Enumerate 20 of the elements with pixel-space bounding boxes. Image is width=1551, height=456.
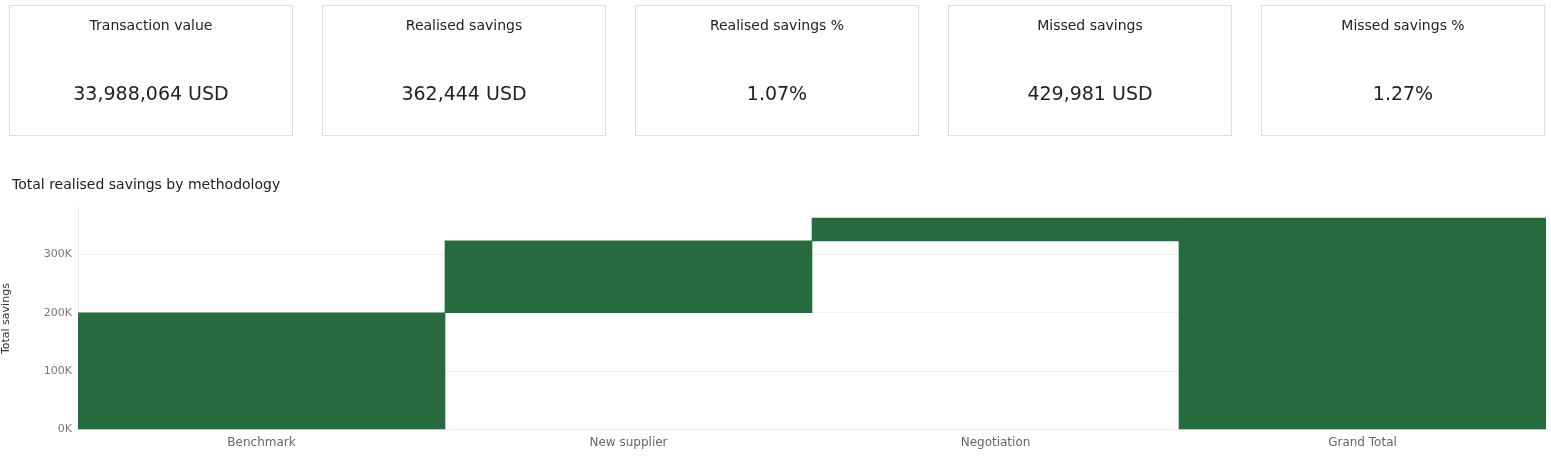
- x-tick-label: Negotiation: [960, 434, 1031, 449]
- text: Realised savings %: [708, 17, 846, 33]
- y-tick-label: 300K: [43, 247, 73, 261]
- text: Missed savings %: [1340, 17, 1466, 33]
- y-tick-label: 0K: [57, 422, 73, 436]
- text: Transaction value: [88, 17, 214, 33]
- text: Missed savings: [1036, 17, 1144, 33]
- y-tick-label: 100K: [43, 364, 73, 378]
- x-tick-label: New supplier: [589, 434, 668, 449]
- x-tick-label: Benchmark: [227, 434, 296, 449]
- text: Realised savings: [404, 17, 524, 33]
- text: 1.27%: [1371, 82, 1435, 104]
- text: 429,981 USD: [1026, 82, 1154, 104]
- chart-title: Total realised savings by methodology: [12, 176, 281, 192]
- x-tick-label: Grand Total: [1328, 434, 1397, 449]
- y-tick-label: 200K: [43, 305, 73, 319]
- y-axis-title: Total savings: [0, 282, 13, 356]
- text: 33,988,064 USD: [72, 82, 230, 104]
- text: 1.07%: [745, 82, 809, 104]
- text: 362,444 USD: [400, 82, 528, 104]
